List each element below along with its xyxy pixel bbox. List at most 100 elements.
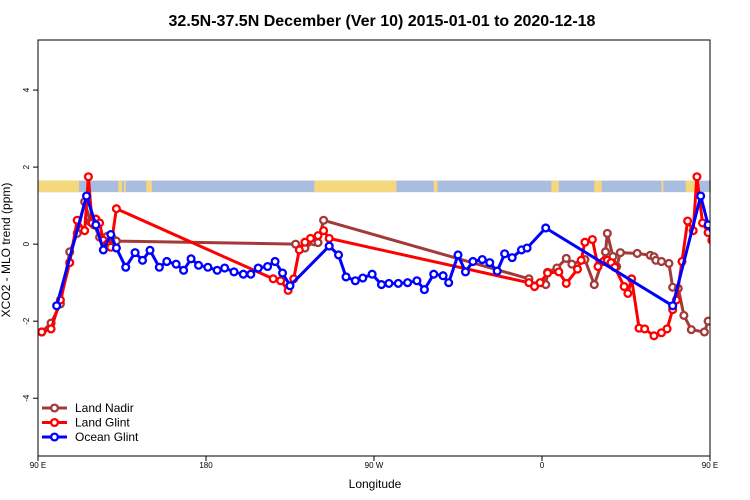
data-point <box>602 228 612 238</box>
data-point <box>703 316 710 326</box>
data-point <box>162 256 172 267</box>
data-point <box>500 249 510 259</box>
data-point <box>393 278 403 288</box>
data-point <box>522 243 532 253</box>
data-point <box>171 259 181 269</box>
land-segment <box>146 180 152 193</box>
y-axis-ticks: -4 -2 0 2 4 <box>22 87 38 402</box>
data-point <box>587 234 597 245</box>
legend-item-land-nadir: Land Nadir <box>42 401 134 415</box>
data-point <box>723 231 730 238</box>
data-point <box>91 220 101 230</box>
y-tick-label: -4 <box>22 394 31 402</box>
data-point <box>137 255 148 265</box>
data-point <box>477 255 487 265</box>
data-point <box>561 278 571 288</box>
data-point <box>324 241 334 251</box>
data-point <box>662 324 672 334</box>
y-axis-label: XCO2 - MLO trend (ppm) <box>0 183 13 318</box>
data-point <box>212 265 222 275</box>
legend-label: Ocean Glint <box>75 430 139 444</box>
data-point <box>623 288 633 299</box>
series-line-ocean-glint <box>55 194 710 308</box>
data-point <box>246 269 256 279</box>
legend-swatch-marker <box>49 432 60 442</box>
land-segment <box>38 180 80 193</box>
x-tick-label: 90 W <box>365 461 384 470</box>
data-point <box>725 248 732 255</box>
data-point <box>270 256 280 267</box>
data-point <box>46 324 56 334</box>
legend-label: Land Glint <box>75 416 130 430</box>
data-point <box>696 191 706 201</box>
y-tick-label: 0 <box>22 241 31 246</box>
data-point <box>263 261 273 272</box>
data-point <box>83 172 93 182</box>
data-point <box>193 260 204 270</box>
data-point <box>615 248 625 258</box>
data-point <box>313 238 323 248</box>
data-point <box>649 331 659 341</box>
data-point <box>567 259 577 269</box>
data-point <box>580 237 590 247</box>
data-point <box>253 263 263 273</box>
data-point <box>541 223 551 233</box>
data-point <box>723 204 730 211</box>
data-point <box>668 301 678 311</box>
data-point <box>276 276 286 286</box>
data-point <box>716 300 723 307</box>
land-segment <box>118 180 122 193</box>
data-point <box>412 276 422 286</box>
data-point <box>738 264 745 271</box>
x-tick-label: 0 <box>540 461 545 470</box>
data-point <box>572 264 583 274</box>
data-point <box>238 269 248 279</box>
data-point <box>80 226 90 236</box>
data-point <box>38 327 47 337</box>
data-point <box>686 325 696 335</box>
data-point <box>419 285 429 295</box>
data-point <box>703 220 710 230</box>
data-point <box>384 278 394 288</box>
land-ocean-band <box>38 180 711 193</box>
data-point <box>576 255 586 265</box>
data-point <box>729 245 736 252</box>
land-segment <box>661 180 664 193</box>
data-point <box>444 278 454 288</box>
x-tick-label: 180 <box>199 461 213 470</box>
data-point <box>593 261 603 272</box>
data-point <box>543 268 553 278</box>
data-point <box>341 272 351 282</box>
legend-item-ocean-glint: Ocean Glint <box>42 430 139 444</box>
legend-swatch-marker <box>49 403 60 413</box>
land-segment <box>551 180 559 193</box>
data-point <box>707 236 710 245</box>
data-point <box>81 191 92 201</box>
data-point <box>179 265 189 275</box>
data-point <box>460 267 471 277</box>
legend-item-land-glint: Land Glint <box>42 416 130 430</box>
data-point <box>561 253 571 263</box>
land-segment <box>685 180 696 193</box>
data-point <box>277 268 288 278</box>
data-point <box>52 301 62 311</box>
data-point <box>229 267 239 277</box>
data-point <box>492 266 502 276</box>
data-point <box>333 250 344 260</box>
data-point <box>319 215 329 225</box>
data-point <box>98 245 108 255</box>
land-segment <box>594 180 602 193</box>
data-point <box>154 262 164 272</box>
data-point <box>294 245 304 255</box>
data-point <box>285 281 295 291</box>
data-point <box>664 258 674 268</box>
data-point <box>703 228 710 238</box>
legend-swatch-marker <box>49 417 60 428</box>
data-point <box>203 262 213 272</box>
y-tick-label: 4 <box>22 87 31 92</box>
data-point <box>468 256 478 267</box>
data-point <box>438 271 448 281</box>
data-point <box>714 247 721 254</box>
x-axis-label: Longitude <box>349 477 402 491</box>
